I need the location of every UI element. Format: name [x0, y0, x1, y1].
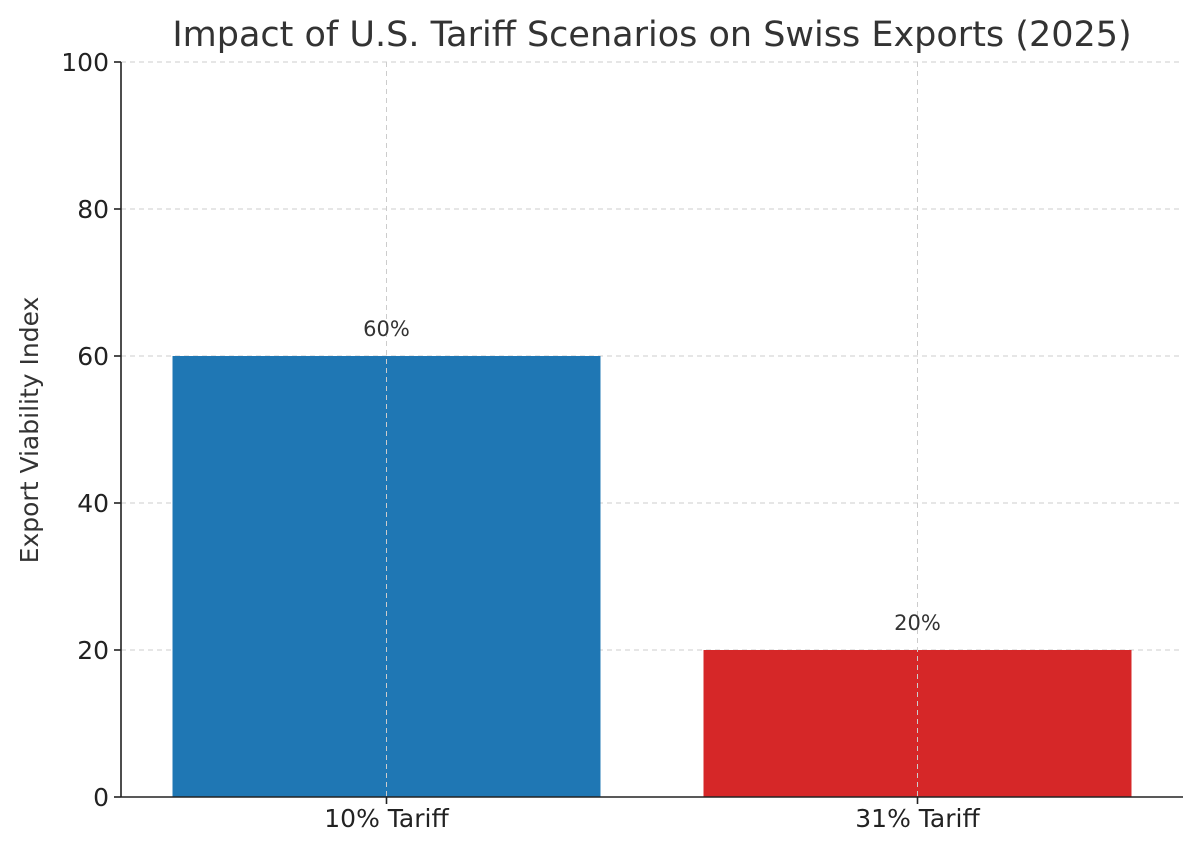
y-tick-label: 40 [77, 489, 109, 518]
x-tick-label: 10% Tariff [324, 804, 449, 833]
x-tick-label: 31% Tariff [855, 804, 980, 833]
y-tick-label: 60 [77, 342, 109, 371]
data-label-1: 60% [363, 317, 410, 341]
y-tick-label: 80 [77, 195, 109, 224]
y-tick-label: 0 [93, 783, 109, 812]
axis-layer: 0 20 40 60 80 100 10% Tariff 31% Tariff [61, 48, 1183, 833]
bar-layer [172, 356, 1132, 797]
chart-title: Impact of U.S. Tariff Scenarios on Swiss… [172, 15, 1131, 55]
data-label-layer: 60% 20% [363, 317, 941, 635]
y-axis-label: Export Viability Index [15, 297, 44, 564]
y-tick-label: 100 [61, 48, 109, 77]
y-tick-label: 20 [77, 636, 109, 665]
data-label-2: 20% [894, 611, 941, 635]
vertical-grid-layer [386, 62, 918, 797]
